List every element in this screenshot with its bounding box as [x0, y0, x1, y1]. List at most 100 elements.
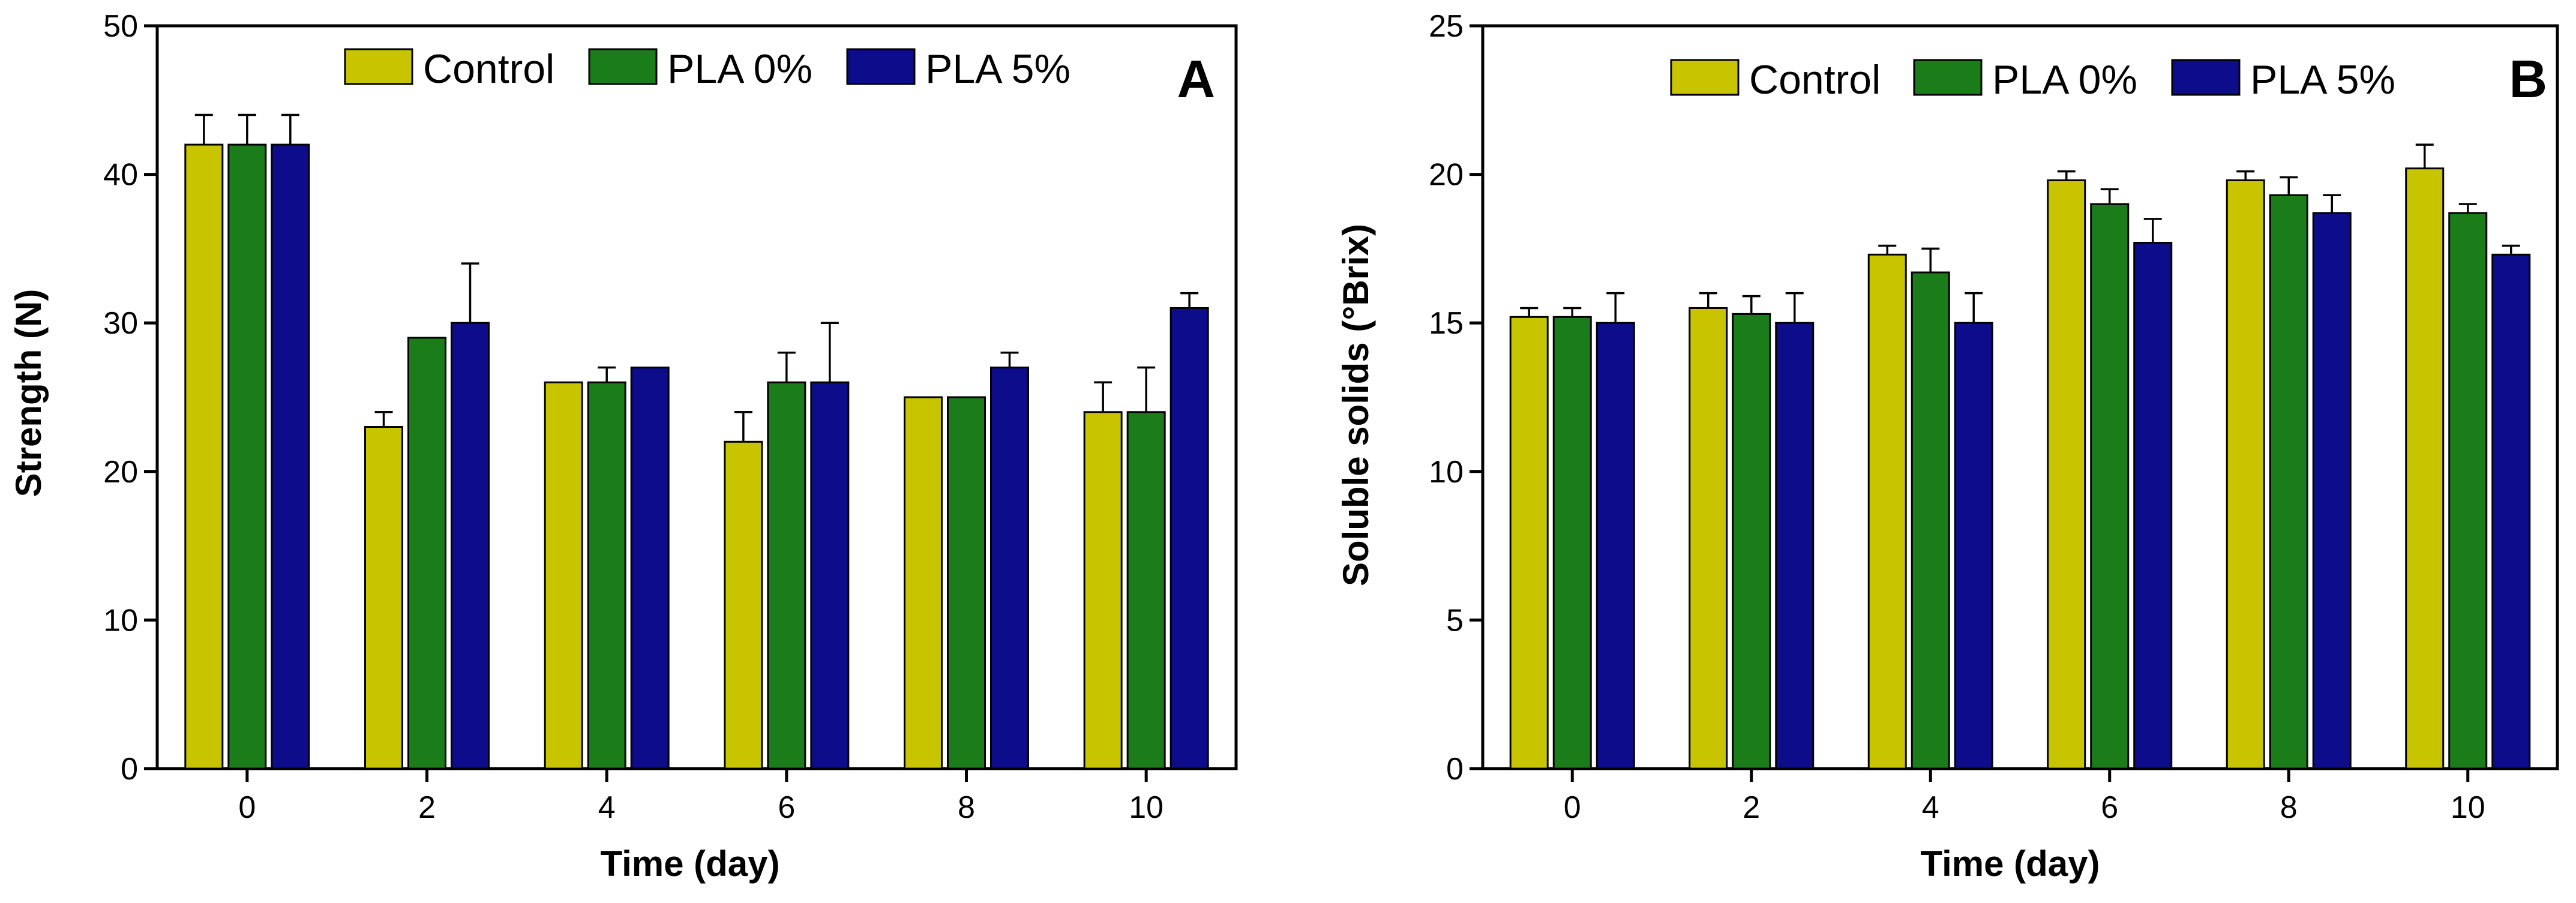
panel-a-x-tick-label: 10	[1129, 790, 1163, 825]
panel-b-bar-pla0-day-0	[1552, 316, 1592, 770]
panel-a-error-bar-control-day-2	[374, 411, 393, 427]
panel-b-legend: Control PLA 0% PLA 5%	[1670, 57, 2395, 103]
panel-a-y-tick-label: 50	[103, 9, 138, 44]
panel-b-error-bar-control-day-2	[1699, 292, 1717, 308]
panel-b-x-tick-label: 0	[1564, 790, 1581, 825]
panel-b-legend-label-control: Control	[1749, 57, 1881, 103]
panel-a-bar-pla0-day-4	[587, 381, 626, 770]
panel-a-error-bar-pla0-day-4	[598, 366, 616, 383]
panel-b-bar-pla0-day-4	[1911, 271, 1950, 770]
panel-a-legend: Control PLA 0% PLA 5%	[344, 46, 1070, 92]
panel-b-error-bar-pla0-day-4	[1921, 247, 1940, 273]
panel-a-error-bar-pla0-day-10	[1137, 366, 1156, 412]
panel-a-legend-label-pla0: PLA 0%	[667, 46, 812, 92]
panel-b-error-bar-control-day-4	[1878, 244, 1897, 255]
panel-a-bar-pla0-day-2	[407, 337, 446, 770]
panel-b-error-bar-control-day-8	[2236, 170, 2255, 181]
panel-a-y-axis-title: Strength (N)	[8, 289, 49, 497]
panel-b-error-bar-pla0-day-10	[2458, 203, 2477, 213]
panel-b-letter: B	[2509, 49, 2547, 109]
panel-b-y-tick-label: 20	[1429, 158, 1464, 193]
panel-a: Strength (N) Time (day) A Control PLA 0%…	[8, 9, 1238, 884]
panel-a-y-tick-label: 20	[103, 455, 138, 490]
panel-b-error-bar-pla0-day-0	[1563, 307, 1582, 317]
panel-a-x-axis-title: Time (day)	[601, 844, 780, 884]
panel-b: Soluble solids (°Brix) Time (day) B Cont…	[1336, 9, 2559, 884]
panel-b-bar-pla0-day-8	[2269, 194, 2308, 770]
panel-b-error-bar-control-day-10	[2415, 143, 2434, 169]
panel-a-bar-pla5-day-0	[271, 143, 310, 770]
panel-b-y-tick-label: 15	[1429, 306, 1464, 341]
panel-b-y-axis-title: Soluble solids (°Brix)	[1336, 224, 1376, 586]
panel-a-bar-pla5-day-4	[630, 366, 670, 770]
panel-a-error-bar-pla5-day-2	[461, 262, 479, 323]
panel-a-y-tick-label: 30	[103, 306, 138, 341]
panel-b-error-bar-pla5-day-4	[1965, 292, 1983, 323]
panel-b-bar-control-day-6	[2047, 179, 2086, 770]
panel-a-bar-control-day-10	[1083, 411, 1123, 770]
panel-a-bar-pla5-day-8	[990, 366, 1029, 770]
panel-b-x-tick-label: 8	[2280, 790, 2298, 825]
panel-b-plot-area: 0 5 10 15 20 25 0 2 4 6 8 10	[1429, 9, 2559, 825]
panel-a-letter: A	[1177, 49, 1215, 109]
panel-b-bar-pla0-day-2	[1732, 313, 1771, 770]
panel-b-x-tick-label: 4	[1922, 790, 1939, 825]
panel-a-x-tick-label: 0	[238, 790, 256, 825]
panel-b-legend-swatch-pla5	[2171, 59, 2241, 96]
panel-b-bar-control-day-10	[2405, 167, 2445, 770]
panel-b-bar-pla5-day-8	[2312, 212, 2352, 770]
panel-b-error-bar-control-day-0	[1520, 307, 1539, 317]
panel-a-bar-pla5-day-10	[1169, 307, 1209, 770]
panel-a-y-tick-label: 10	[103, 603, 138, 638]
panel-b-error-bar-pla5-day-0	[1606, 292, 1625, 323]
panel-b-bar-pla0-day-6	[2090, 203, 2130, 770]
panel-b-y-tick-label: 25	[1429, 9, 1464, 44]
panel-a-error-bar-control-day-6	[734, 411, 752, 442]
panel-a-bar-pla0-day-0	[227, 143, 267, 770]
panel-a-legend-swatch-pla5	[846, 48, 916, 85]
panel-a-bar-control-day-8	[904, 396, 943, 770]
panel-b-bar-pla5-day-10	[2491, 253, 2531, 770]
panel-b-legend-swatch-pla0	[1913, 59, 1983, 96]
panel-b-y-tick-label: 0	[1446, 752, 1464, 787]
panel-a-legend-swatch-control	[344, 48, 413, 85]
panel-b-x-tick-label: 6	[2101, 790, 2118, 825]
panel-b-y-tick-label: 10	[1429, 455, 1464, 490]
panel-b-error-bar-pla5-day-8	[2323, 194, 2341, 213]
panel-b-error-bar-pla5-day-6	[2143, 218, 2162, 243]
panel-b-bar-pla0-day-10	[2448, 212, 2488, 770]
panel-b-bar-pla5-day-0	[1596, 322, 1635, 770]
panel-b-legend-label-pla5: PLA 5%	[2250, 57, 2395, 103]
panel-a-error-bar-pla0-day-0	[238, 113, 256, 145]
panel-b-bar-control-day-8	[2226, 179, 2265, 770]
panel-a-bar-control-day-0	[184, 143, 224, 770]
panel-b-x-axis-title: Time (day)	[1921, 844, 2100, 884]
panel-b-bar-pla5-day-6	[2133, 241, 2173, 770]
panel-a-bar-pla0-day-10	[1126, 411, 1166, 770]
panel-a-error-bar-pla5-day-0	[281, 113, 299, 145]
panel-a-error-bar-control-day-0	[194, 113, 213, 145]
panel-a-plot-area: 0 10 20 30 40 50 0 2 4 6 8 10	[103, 9, 1238, 825]
panel-b-bar-pla5-day-4	[1954, 322, 1993, 770]
panel-b-y-tick-label: 5	[1446, 603, 1464, 638]
panel-b-error-bar-pla5-day-2	[1785, 292, 1804, 323]
panel-a-legend-label-pla5: PLA 5%	[925, 46, 1070, 92]
panel-a-bar-control-day-4	[544, 381, 583, 770]
panel-a-error-bar-pla5-day-6	[820, 322, 839, 383]
panel-a-error-bar-control-day-10	[1094, 381, 1112, 412]
panel-b-x-tick-label: 2	[1743, 790, 1760, 825]
panel-a-bar-control-day-6	[724, 440, 763, 770]
panel-a-x-tick-label: 8	[958, 790, 975, 825]
panel-b-error-bar-pla0-day-6	[2100, 188, 2119, 205]
panel-b-bar-control-day-4	[1867, 253, 1907, 770]
panel-b-bar-control-day-0	[1509, 316, 1549, 770]
panel-b-error-bar-pla5-day-10	[2502, 244, 2520, 255]
panel-a-legend-swatch-pla0	[588, 48, 658, 85]
panel-a-legend-label-control: Control	[423, 46, 554, 92]
panel-a-error-bar-pla5-day-8	[1000, 351, 1019, 368]
panel-b-bar-control-day-2	[1689, 307, 1728, 770]
panel-b-plot-frame	[1481, 24, 2559, 770]
panel-a-plot-frame	[155, 24, 1238, 770]
panel-b-x-tick-label: 10	[2451, 790, 2485, 825]
